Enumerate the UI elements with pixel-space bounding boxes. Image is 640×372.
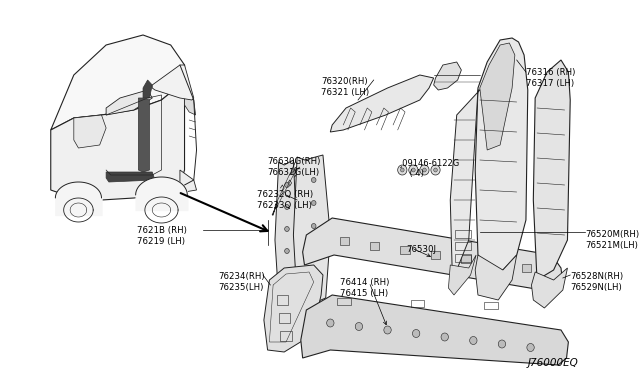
Bar [337,298,351,305]
Polygon shape [303,218,563,292]
Circle shape [285,183,289,187]
Polygon shape [451,90,480,270]
Circle shape [412,168,415,172]
Text: 76530J: 76530J [406,245,436,254]
Circle shape [470,337,477,344]
Text: 76320(RH)
76321 (LH): 76320(RH) 76321 (LH) [321,77,369,97]
Text: J76000EQ: J76000EQ [528,358,579,368]
Polygon shape [531,268,568,308]
Circle shape [401,168,404,172]
Circle shape [420,165,429,175]
Circle shape [355,323,363,330]
Text: 7621B (RH)
76219 (LH): 7621B (RH) 76219 (LH) [136,226,186,246]
Circle shape [431,165,440,175]
Text: 76520M(RH)
76521M(LH): 76520M(RH) 76521M(LH) [585,230,639,250]
Polygon shape [180,170,196,192]
Text: 76232Q (RH)
76233Q (LH): 76232Q (RH) 76233Q (LH) [257,190,314,210]
Polygon shape [272,160,305,215]
Polygon shape [74,115,106,148]
Circle shape [434,168,437,172]
Circle shape [441,333,449,341]
Polygon shape [449,255,476,295]
Circle shape [527,343,534,352]
Bar [455,242,472,250]
Text: 76316 (RH)
76317 (LH): 76316 (RH) 76317 (LH) [526,68,575,88]
Polygon shape [184,95,196,115]
Polygon shape [434,62,461,90]
Circle shape [312,177,316,183]
Polygon shape [533,60,570,280]
Polygon shape [475,255,516,300]
Polygon shape [152,65,194,100]
Circle shape [285,227,289,231]
Bar [411,300,424,307]
Polygon shape [475,38,528,270]
Circle shape [499,340,506,348]
Text: 76234(RH)
76235(LH): 76234(RH) 76235(LH) [219,272,266,292]
Polygon shape [138,98,150,172]
Text: 76414 (RH)
76415 (LH): 76414 (RH) 76415 (LH) [340,278,389,298]
Circle shape [409,165,418,175]
Circle shape [384,326,391,334]
Text: 76630G(RH)
76631G(LH): 76630G(RH) 76631G(LH) [268,157,321,177]
Bar [484,302,499,309]
Text: 76528N(RH)
76529N(LH): 76528N(RH) 76529N(LH) [570,272,623,292]
Polygon shape [51,35,184,130]
Bar [461,255,470,263]
Polygon shape [480,43,515,150]
Bar [278,313,290,323]
Bar [455,254,472,262]
Bar [370,241,380,250]
Circle shape [326,319,334,327]
Circle shape [312,224,316,228]
Polygon shape [106,90,152,115]
Bar [431,250,440,259]
Polygon shape [106,172,155,182]
Polygon shape [330,75,434,132]
Polygon shape [301,295,568,365]
Circle shape [412,330,420,337]
Polygon shape [143,80,152,98]
Polygon shape [293,155,330,305]
Circle shape [285,205,289,209]
Bar [492,260,501,267]
Circle shape [285,248,289,253]
Bar [455,230,472,238]
Text: ¸09146-6122G
    ( 4): ¸09146-6122G ( 4) [399,158,460,178]
Circle shape [397,165,407,175]
Polygon shape [275,160,297,302]
Circle shape [285,270,289,276]
Bar [277,295,288,305]
Circle shape [422,168,426,172]
Polygon shape [51,65,184,200]
Bar [401,246,410,254]
Bar [280,331,292,341]
Circle shape [312,269,316,275]
Bar [522,264,531,272]
Polygon shape [264,265,323,352]
Bar [340,237,349,245]
Circle shape [312,247,316,251]
Circle shape [312,201,316,205]
